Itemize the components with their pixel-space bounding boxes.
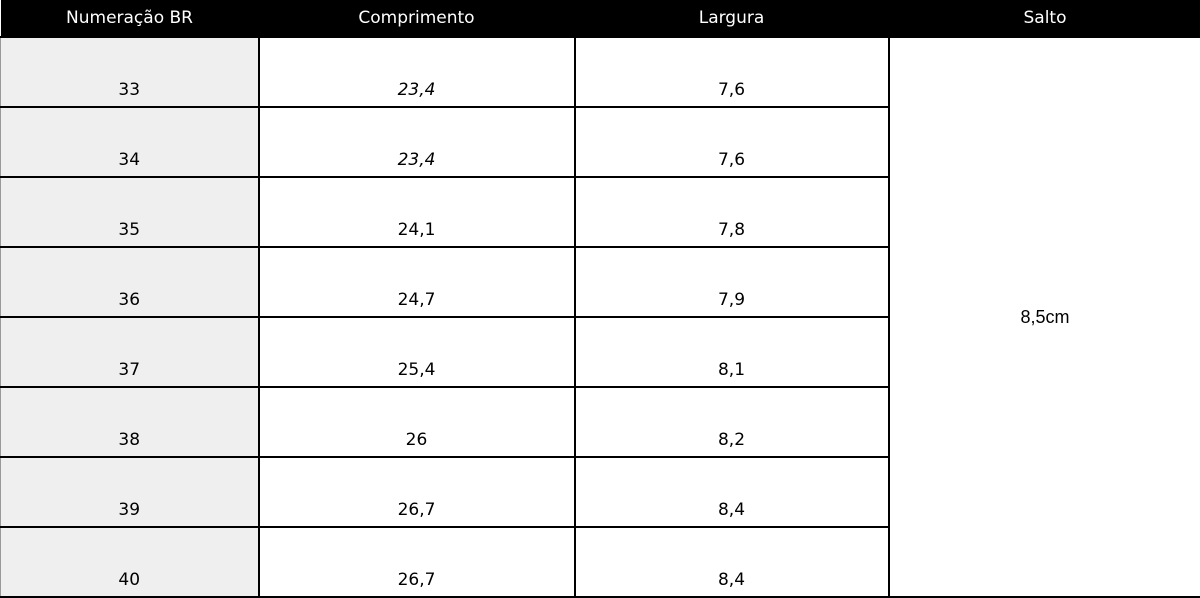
width-cell: 8,1 <box>575 317 889 387</box>
width-cell: 7,8 <box>575 177 889 247</box>
header-length: Comprimento <box>259 0 575 37</box>
width-cell: 8,4 <box>575 457 889 527</box>
size-cell: 38 <box>1 387 259 457</box>
length-cell: 25,4 <box>259 317 575 387</box>
length-cell: 23,4 <box>259 107 575 177</box>
header-row: Numeração BR Comprimento Largura Salto <box>1 0 1200 37</box>
width-cell: 7,9 <box>575 247 889 317</box>
header-size: Numeração BR <box>1 0 259 37</box>
length-cell: 24,7 <box>259 247 575 317</box>
size-cell: 36 <box>1 247 259 317</box>
length-cell: 23,4 <box>259 37 575 107</box>
length-cell: 26,7 <box>259 457 575 527</box>
width-cell: 7,6 <box>575 37 889 107</box>
size-cell: 35 <box>1 177 259 247</box>
heel-cell: 8,5cm <box>889 37 1200 597</box>
header-width: Largura <box>575 0 889 37</box>
size-cell: 37 <box>1 317 259 387</box>
size-cell: 34 <box>1 107 259 177</box>
width-cell: 8,4 <box>575 527 889 597</box>
length-cell: 26 <box>259 387 575 457</box>
length-cell: 26,7 <box>259 527 575 597</box>
size-cell: 40 <box>1 527 259 597</box>
size-cell: 33 <box>1 37 259 107</box>
header-heel: Salto <box>889 0 1200 37</box>
width-cell: 7,6 <box>575 107 889 177</box>
length-cell: 24,1 <box>259 177 575 247</box>
width-cell: 8,2 <box>575 387 889 457</box>
size-cell: 39 <box>1 457 259 527</box>
